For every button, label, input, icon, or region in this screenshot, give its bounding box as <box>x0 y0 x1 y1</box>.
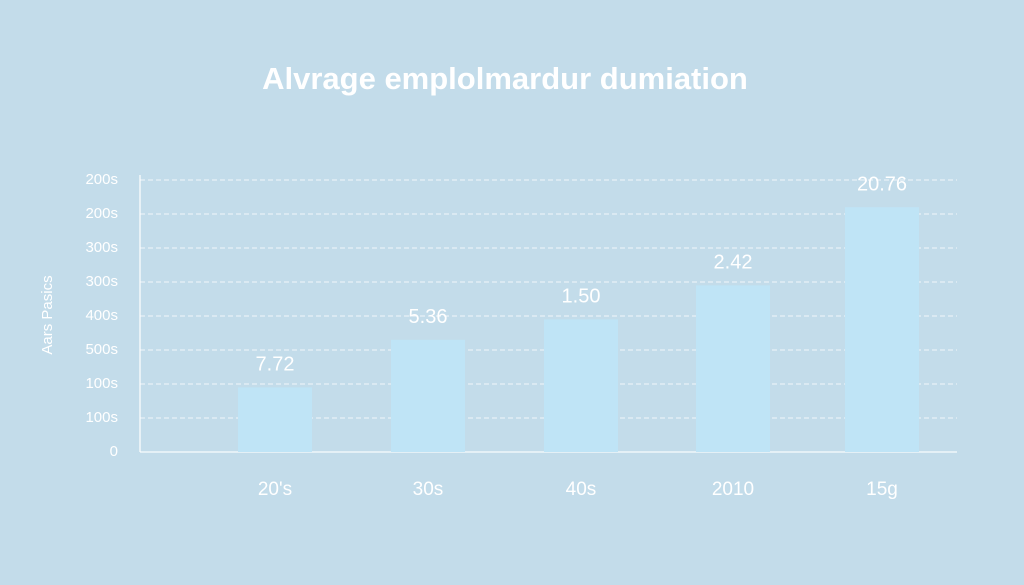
bar-label: 7.72 <box>256 354 295 376</box>
y-tick-label: 300s <box>85 273 118 290</box>
x-tick-label: 40s <box>566 479 597 500</box>
chart-title: Alvrage emplolmardur dumiation <box>262 61 748 96</box>
bar <box>391 339 465 452</box>
y-tick-label: 200s <box>85 205 118 222</box>
bar <box>696 285 770 452</box>
x-tick-label: 20's <box>258 479 292 500</box>
y-tick-label: 300s <box>85 239 118 256</box>
bar-label: 2.42 <box>714 252 753 274</box>
bar-label: 5.36 <box>409 306 448 328</box>
bar-label: 1.50 <box>562 286 601 308</box>
y-tick-label: 100s <box>85 409 118 426</box>
y-axis-label: Aars Pasics <box>39 275 56 354</box>
y-tick-label: 400s <box>85 307 118 324</box>
x-tick-label: 15g <box>866 479 898 500</box>
bar <box>544 319 618 452</box>
y-tick-label: 500s <box>85 341 118 358</box>
bar-label: 20.76 <box>857 173 907 195</box>
y-tick-label: 0 <box>110 443 118 460</box>
bar <box>845 207 919 452</box>
x-tick-label: 30s <box>413 479 444 500</box>
y-tick-label: 100s <box>85 375 118 392</box>
x-tick-label: 2010 <box>712 479 754 500</box>
bar <box>238 387 312 452</box>
y-tick-label: 200s <box>85 171 118 188</box>
